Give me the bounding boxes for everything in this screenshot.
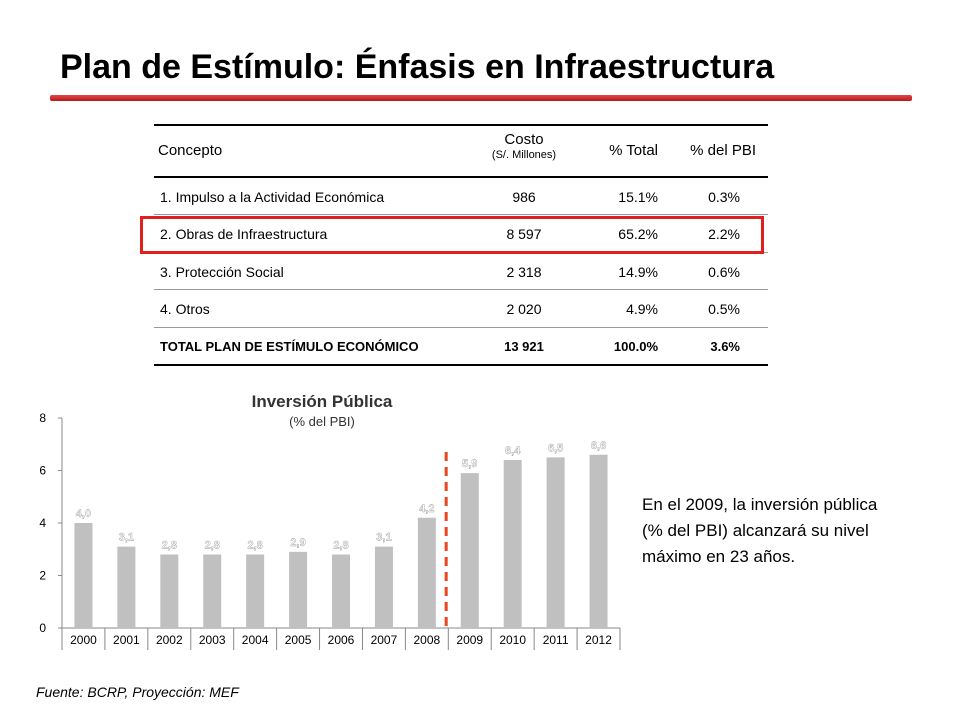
data-label: 2,9 xyxy=(290,537,305,549)
header-costo-label: Costo xyxy=(504,131,544,148)
cell-concepto: 4. Otros xyxy=(160,301,210,318)
bar xyxy=(503,460,522,628)
header-total: % Total xyxy=(609,142,658,159)
chart-subtitle: (% del PBI) xyxy=(289,414,355,429)
x-tick-label: 2011 xyxy=(543,633,569,647)
x-tick-label: 2001 xyxy=(113,633,140,647)
header-costo-unit: (S/. Millones) xyxy=(491,149,557,161)
title-underline xyxy=(50,95,912,101)
data-label: 3,1 xyxy=(119,532,134,544)
page-title: Plan de Estímulo: Énfasis en Infraestruc… xyxy=(60,48,775,86)
bar xyxy=(203,554,222,628)
header-pbi: % del PBI xyxy=(690,142,756,159)
source-note: Fuente: BCRP, Proyección: MEF xyxy=(36,684,239,700)
cell-total: 100.0% xyxy=(613,338,658,354)
data-label: 5,9 xyxy=(462,458,477,470)
header-costo: Costo (S/. Millones) xyxy=(472,131,576,161)
cell-costo: 8 597 xyxy=(506,226,542,243)
cell-total: 15.1% xyxy=(618,189,658,205)
cell-concepto: TOTAL PLAN DE ESTÍMULO ECONÓMICO xyxy=(160,338,419,354)
bar xyxy=(117,546,136,628)
x-tick-label: 2004 xyxy=(242,633,269,647)
bar xyxy=(460,473,479,628)
data-label: 2,8 xyxy=(248,540,263,552)
y-tick-label: 0 xyxy=(39,621,46,635)
cell-concepto: 3. Protección Social xyxy=(160,263,284,280)
table-row: 3. Protección Social 2 318 14.9% 0.6% xyxy=(154,253,768,291)
table-header: Concepto Costo (S/. Millones) % Total % … xyxy=(154,124,768,178)
cell-costo: 13 921 xyxy=(504,338,544,354)
chart-marks: 0 2 4 6 8 4,0 2000 3,1 2001 2,8 2002 2,8 2003 2,8 2004… xyxy=(39,411,621,650)
table-total-row: TOTAL PLAN DE ESTÍMULO ECONÓMICO 13 921 … xyxy=(154,328,768,366)
highlight-box-infraestructura xyxy=(140,216,764,254)
cell-costo: 2 020 xyxy=(506,301,542,318)
data-label: 4,0 xyxy=(76,508,91,520)
chart-title: Inversión Pública xyxy=(252,392,393,411)
cell-concepto: 2. Obras de Infraestructura xyxy=(160,226,328,243)
x-tick-label: 2005 xyxy=(285,633,312,647)
data-label: 2,8 xyxy=(162,540,177,552)
inversion-publica-chart: Inversión Pública (% del PBI) 0 2 4 6 8 4,0 20… xyxy=(39,392,621,650)
cell-pbi: 0.5% xyxy=(708,301,740,318)
x-tick-label: 2008 xyxy=(413,633,440,647)
cell-pbi: 0.6% xyxy=(708,263,740,280)
x-tick-label: 2007 xyxy=(371,633,398,647)
data-label: 2,8 xyxy=(333,540,348,552)
y-tick-label: 2 xyxy=(39,569,46,583)
data-label: 3,1 xyxy=(376,532,391,544)
annotation-text: En el 2009, la inversión pública (% del … xyxy=(642,495,878,566)
cell-total: 65.2% xyxy=(618,226,658,243)
bar xyxy=(160,554,179,628)
cell-pbi: 2.2% xyxy=(708,226,740,243)
data-label: 6,4 xyxy=(505,445,521,457)
x-tick-label: 2009 xyxy=(456,633,483,647)
bar xyxy=(332,554,350,628)
cell-pbi: 0.3% xyxy=(708,189,740,205)
data-label: 6,5 xyxy=(548,442,563,454)
bar xyxy=(374,546,393,628)
table-row: 4. Otros 2 020 4.9% 0.5% xyxy=(154,290,768,328)
table-row: 1. Impulso a la Actividad Económica 986 … xyxy=(154,178,768,216)
bar xyxy=(417,517,436,628)
stimulus-plan-table: Concepto Costo (S/. Millones) % Total % … xyxy=(154,124,768,366)
cell-costo: 986 xyxy=(512,189,536,205)
y-tick-label: 6 xyxy=(39,464,46,478)
cell-pbi: 3.6% xyxy=(710,338,740,354)
cell-total: 14.9% xyxy=(618,263,658,280)
data-label: 6,6 xyxy=(591,440,606,452)
x-tick-label: 2002 xyxy=(156,633,183,647)
cell-concepto: 1. Impulso a la Actividad Económica xyxy=(160,189,385,205)
x-tick-label: 2000 xyxy=(70,633,97,647)
data-label: 4,2 xyxy=(419,503,434,515)
y-tick-label: 4 xyxy=(39,516,46,530)
bar xyxy=(546,457,565,628)
bar xyxy=(246,554,265,628)
x-tick-label: 2003 xyxy=(199,633,226,647)
bar xyxy=(289,551,308,628)
data-label: 2,8 xyxy=(205,540,220,552)
bar xyxy=(589,454,608,628)
x-tick-label: 2010 xyxy=(499,633,526,647)
cell-costo: 2 318 xyxy=(506,263,542,280)
x-tick-label: 2006 xyxy=(328,633,355,647)
header-concepto: Concepto xyxy=(158,142,223,159)
x-tick-label: 2012 xyxy=(585,633,612,647)
y-tick-label: 8 xyxy=(39,411,46,425)
bar xyxy=(74,523,93,628)
cell-total: 4.9% xyxy=(626,301,658,318)
